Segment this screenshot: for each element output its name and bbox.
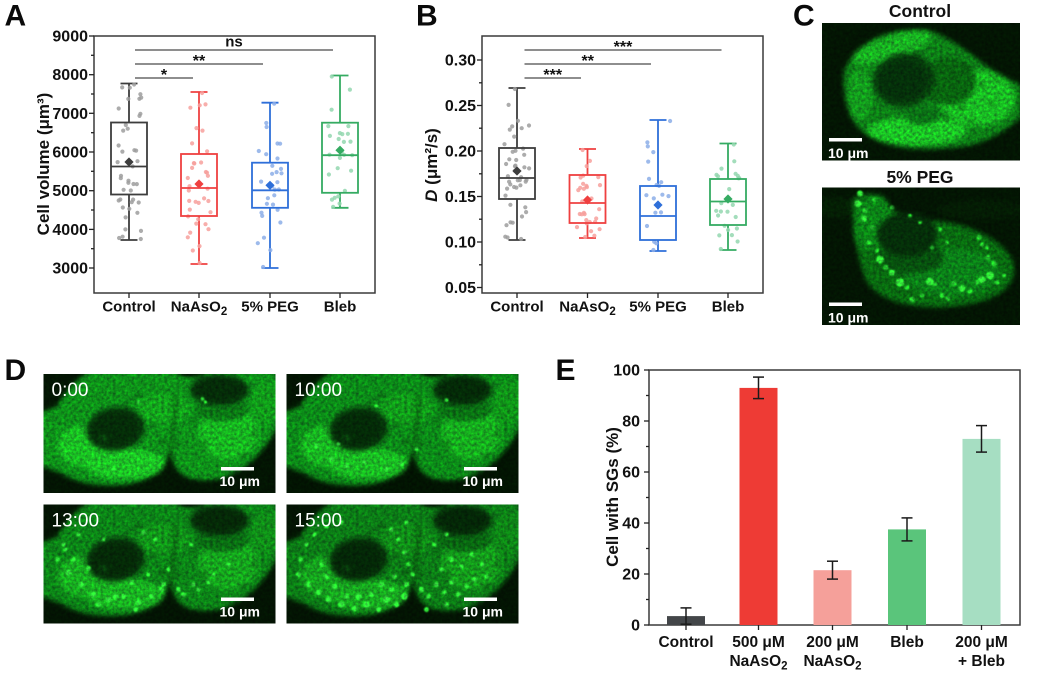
svg-text:NaAsO2: NaAsO2	[803, 653, 861, 673]
svg-text:10 μm: 10 μm	[220, 604, 260, 620]
svg-text:6000: 6000	[52, 145, 88, 162]
svg-text:0: 0	[631, 618, 640, 635]
svg-text:ns: ns	[225, 34, 243, 51]
svg-text:10 μm: 10 μm	[463, 473, 503, 489]
svg-text:0.20: 0.20	[445, 144, 476, 161]
svg-text:200 μM: 200 μM	[806, 634, 859, 651]
svg-text:Bleb: Bleb	[324, 299, 357, 316]
svg-text:10 μm: 10 μm	[828, 145, 868, 161]
svg-text:20: 20	[622, 567, 640, 584]
svg-text:*: *	[161, 67, 168, 84]
svg-text:4000: 4000	[52, 222, 88, 239]
svg-text:5000: 5000	[52, 183, 88, 200]
svg-text:9000: 9000	[52, 29, 88, 46]
svg-text:0.10: 0.10	[445, 235, 476, 252]
svg-text:500 μM: 500 μM	[732, 634, 785, 651]
svg-text:NaAsO2: NaAsO2	[171, 299, 227, 319]
svg-text:E: E	[556, 354, 576, 387]
svg-text:0.30: 0.30	[445, 53, 476, 70]
svg-text:D: D	[5, 354, 27, 387]
svg-text:0.25: 0.25	[445, 98, 476, 115]
svg-text:***: ***	[543, 67, 562, 84]
svg-text:15:00: 15:00	[295, 511, 343, 532]
svg-text:**: **	[582, 53, 595, 70]
svg-text:200 μM: 200 μM	[955, 634, 1008, 651]
svg-text:NaAsO2: NaAsO2	[729, 653, 787, 673]
svg-text:Control: Control	[102, 299, 155, 316]
svg-text:10:00: 10:00	[295, 380, 343, 401]
svg-text:10 μm: 10 μm	[463, 604, 503, 620]
svg-text:0.05: 0.05	[445, 280, 476, 297]
svg-text:NaAsO2: NaAsO2	[559, 299, 615, 319]
svg-text:0.15: 0.15	[445, 189, 476, 206]
svg-text:60: 60	[622, 465, 640, 482]
svg-text:100: 100	[613, 363, 640, 380]
svg-text:Control: Control	[490, 299, 543, 316]
svg-text:***: ***	[614, 39, 633, 56]
svg-text:80: 80	[622, 414, 640, 431]
svg-text:10 μm: 10 μm	[828, 310, 868, 326]
svg-text:13:00: 13:00	[52, 511, 100, 532]
svg-text:+ Bleb: + Bleb	[958, 653, 1005, 670]
svg-text:D (μm²/s): D (μm²/s)	[422, 128, 441, 202]
svg-text:5% PEG: 5% PEG	[629, 299, 687, 316]
svg-text:3000: 3000	[52, 261, 88, 278]
svg-text:Cell with SGs (%): Cell with SGs (%)	[603, 427, 622, 567]
svg-text:**: **	[193, 53, 206, 70]
svg-text:B: B	[416, 0, 438, 33]
svg-text:Bleb: Bleb	[890, 634, 924, 651]
svg-text:40: 40	[622, 516, 640, 533]
svg-text:7000: 7000	[52, 106, 88, 123]
svg-text:5% PEG: 5% PEG	[886, 167, 953, 187]
svg-text:A: A	[5, 0, 27, 33]
svg-text:8000: 8000	[52, 67, 88, 84]
svg-text:C: C	[793, 0, 815, 33]
svg-text:Control: Control	[889, 1, 951, 21]
svg-text:5% PEG: 5% PEG	[241, 299, 299, 316]
svg-text:Control: Control	[658, 634, 713, 651]
svg-text:Cell volume (μm³): Cell volume (μm³)	[34, 93, 53, 236]
svg-text:Bleb: Bleb	[712, 299, 745, 316]
svg-text:10 μm: 10 μm	[220, 473, 260, 489]
svg-text:0:00: 0:00	[52, 380, 89, 401]
